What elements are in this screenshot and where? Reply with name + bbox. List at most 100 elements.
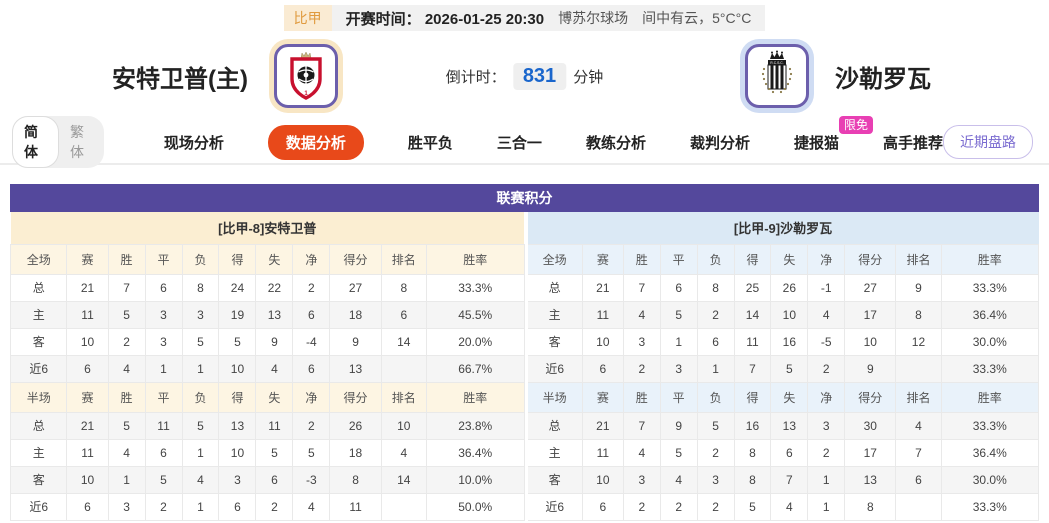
league-badge: 比甲 bbox=[283, 5, 332, 31]
column-header-cell: 排名 bbox=[895, 381, 942, 413]
nav-bar: 简体 繁体 现场分析 数据分析 胜平负 三合一 教练分析 裁判分析 捷报猫 限免 高手推荐 近期… bbox=[0, 115, 1049, 168]
league-points-title: 联赛积分 bbox=[10, 184, 1039, 212]
table-cell: 5 bbox=[696, 411, 735, 440]
row-label: 客 bbox=[525, 327, 583, 356]
table-cell: 33.3% bbox=[940, 354, 1040, 383]
table-row: 客 10 3 4 3 8 7 1 13 6 30.0% bbox=[525, 465, 1040, 494]
table-cell bbox=[895, 492, 942, 521]
table-cell: 4 bbox=[622, 300, 661, 329]
column-header-cell: 赛 bbox=[581, 243, 624, 275]
table-cell: 6 bbox=[696, 327, 735, 356]
table-cell: 10 bbox=[380, 411, 427, 440]
column-header-cell: 排名 bbox=[380, 381, 427, 413]
column-header-cell: 失 bbox=[770, 381, 809, 413]
language-toggle[interactable]: 简体 繁体 bbox=[12, 116, 104, 168]
limited-free-badge: 限免 bbox=[838, 115, 873, 134]
table-cell: 23.8% bbox=[425, 411, 525, 440]
column-header-cell: 负 bbox=[696, 243, 735, 275]
row-label: 近6 bbox=[525, 354, 583, 383]
table-cell: 9 bbox=[844, 354, 897, 383]
nav-tab[interactable]: 三合一 bbox=[496, 134, 542, 152]
column-header-row: 全场赛胜平负得失净得分 排名 胜率 bbox=[9, 243, 525, 275]
lang-simplified-button[interactable]: 简体 bbox=[12, 116, 59, 168]
table-cell: 30.0% bbox=[940, 465, 1040, 494]
column-header-cell: 平 bbox=[144, 381, 183, 413]
countdown: 倒计时： 831 分钟 bbox=[446, 62, 603, 90]
column-header-cell: 全场 bbox=[525, 243, 583, 275]
table-cell: 6 bbox=[218, 492, 257, 521]
table-cell: 6 bbox=[255, 465, 294, 494]
table-cell: 33.3% bbox=[940, 273, 1040, 302]
table-cell: 45.5% bbox=[425, 300, 525, 329]
table-row: 客 10 3 1 6 11 16 -5 10 12 30.0% bbox=[525, 327, 1040, 356]
column-header-row: 半场赛胜平负得失净得分 排名 胜率 bbox=[9, 381, 525, 413]
team-section-title: [比甲-8]安特卫普 bbox=[10, 212, 524, 244]
table-cell: 7 bbox=[622, 273, 661, 302]
table-cell: 3 bbox=[807, 411, 846, 440]
table-cell: 7 bbox=[622, 411, 661, 440]
table-cell: 1 bbox=[807, 465, 846, 494]
table-cell: 2 bbox=[292, 273, 331, 302]
column-header-cell: 失 bbox=[770, 243, 809, 275]
table-cell: 5 bbox=[107, 300, 146, 329]
row-label: 近6 bbox=[9, 492, 68, 521]
table-row: 近6 6 2 2 2 5 4 1 8 33.3% bbox=[525, 492, 1040, 521]
table-cell: 1 bbox=[696, 354, 735, 383]
column-header-cell: 半场 bbox=[525, 381, 583, 413]
match-header: 安特卫普(主) 1 倒计时： 831 分钟 R.C.S.C. bbox=[0, 31, 1049, 121]
table-cell: 9 bbox=[895, 273, 942, 302]
nav-tab[interactable]: 教练分析 bbox=[585, 134, 646, 152]
table-cell: 3 bbox=[107, 492, 146, 521]
table-cell: 5 bbox=[733, 492, 772, 521]
table-cell: 2 bbox=[144, 492, 183, 521]
nav-tab[interactable]: 捷报猫 限免 bbox=[794, 115, 873, 160]
table-cell: 26 bbox=[329, 411, 382, 440]
table-cell: -4 bbox=[292, 327, 331, 356]
nav-tab[interactable]: 数据分析 bbox=[267, 124, 364, 160]
table-cell: 4 bbox=[255, 354, 294, 383]
column-header-cell: 全场 bbox=[9, 243, 68, 275]
table-cell: 1 bbox=[659, 327, 698, 356]
column-header-cell: 胜率 bbox=[940, 381, 1040, 413]
table-cell: 5 bbox=[659, 300, 698, 329]
table-cell: 5 bbox=[292, 438, 331, 467]
table-cell: 24 bbox=[218, 273, 257, 302]
table-cell: 14 bbox=[380, 465, 427, 494]
table-cell: 2 bbox=[255, 492, 294, 521]
venue-name: 博苏尔球场 bbox=[558, 10, 629, 26]
row-label: 近6 bbox=[525, 492, 583, 521]
table-cell: 9 bbox=[659, 411, 698, 440]
table-cell: 2 bbox=[807, 354, 846, 383]
table-cell bbox=[380, 354, 427, 383]
row-label: 主 bbox=[525, 300, 583, 329]
home-team-logo: 1 bbox=[273, 44, 338, 108]
table-row: 近6 6 2 3 1 7 5 2 9 33.3% bbox=[525, 354, 1040, 383]
column-header-cell: 胜率 bbox=[425, 381, 525, 413]
table-cell: 3 bbox=[622, 327, 661, 356]
nav-tab[interactable]: 现场分析 bbox=[163, 134, 224, 152]
table-cell: 19 bbox=[218, 300, 257, 329]
lang-traditional-button[interactable]: 繁体 bbox=[69, 124, 84, 160]
column-header-cell: 得分 bbox=[329, 243, 382, 275]
table-cell: 5 bbox=[770, 354, 809, 383]
column-header-cell: 排名 bbox=[895, 243, 942, 275]
table-cell: 13 bbox=[770, 411, 809, 440]
table-cell: 10 bbox=[581, 465, 624, 494]
nav-tab[interactable]: 高手推荐 bbox=[882, 134, 943, 152]
table-row: 主 11 4 5 2 14 10 4 17 8 36.4% bbox=[525, 300, 1040, 329]
table-cell: 2 bbox=[292, 411, 331, 440]
table-cell: 2 bbox=[107, 327, 146, 356]
column-header-cell: 负 bbox=[181, 381, 220, 413]
column-header-cell: 排名 bbox=[380, 243, 427, 275]
nav-tab[interactable]: 裁判分析 bbox=[689, 134, 750, 152]
table-cell: 2 bbox=[622, 492, 661, 521]
away-stats-table: [比甲-9]沙勒罗瓦 全场赛胜平负得失净得分 排名 胜率总 21 7 6 8 25 26 -1 27 9… bbox=[524, 212, 1040, 521]
table-cell: 8 bbox=[733, 465, 772, 494]
table-cell: 21 bbox=[66, 273, 109, 302]
recent-trends-button[interactable]: 近期盘路 bbox=[943, 125, 1033, 159]
table-cell: 9 bbox=[255, 327, 294, 356]
table-cell: 8 bbox=[181, 273, 220, 302]
table-cell: 17 bbox=[844, 438, 897, 467]
nav-tab[interactable]: 胜平负 bbox=[407, 134, 453, 152]
table-cell: 8 bbox=[696, 273, 735, 302]
